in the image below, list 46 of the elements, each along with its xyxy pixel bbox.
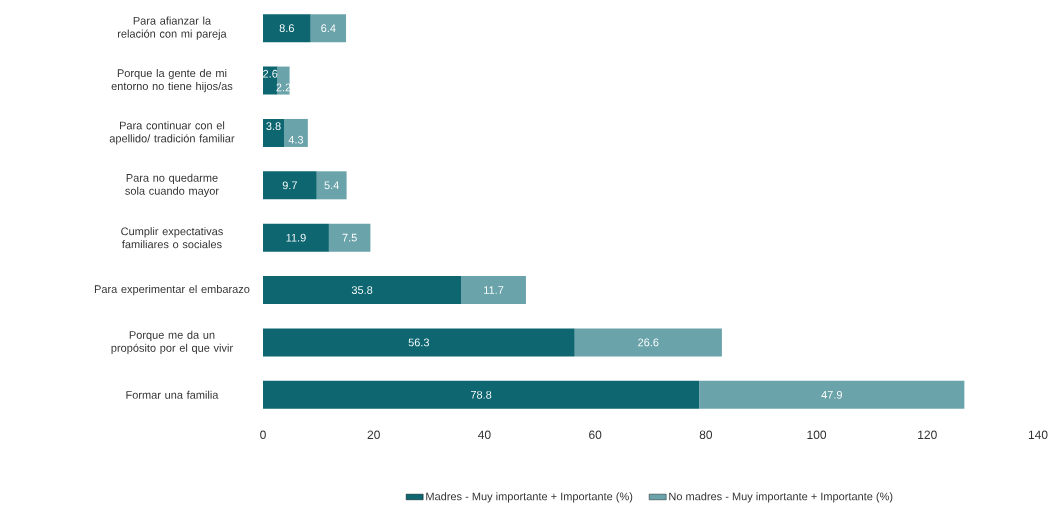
- bar: [316, 171, 347, 200]
- y-tick-label: Para afianzar la relación con mi pareja: [117, 16, 227, 40]
- y-tick-label: Formar una familia: [126, 390, 219, 399]
- data-label: 47.9: [821, 390, 842, 399]
- x-tick-label: 120: [918, 430, 937, 440]
- data-label: 26.6: [638, 338, 659, 347]
- bar: [461, 276, 526, 305]
- bar: [263, 276, 462, 305]
- legend-label: No madres - Muy importante + Importante (%): [669, 492, 893, 503]
- bar: [263, 328, 575, 357]
- data-label: 5.4: [324, 181, 339, 190]
- x-tick-label: 20: [367, 430, 380, 440]
- y-tick-label: Cumplir expectativas familiares o sociales: [121, 227, 223, 249]
- data-label: 8.6: [279, 24, 294, 33]
- y-tick-label: Porque me da un propósito por el que vivir: [111, 330, 233, 355]
- data-label: 35.8: [351, 286, 373, 294]
- data-label: 3.8: [266, 122, 281, 131]
- legend-label: Madres - Muy importante + Importante (%): [426, 492, 633, 503]
- x-tick-label: 60: [589, 430, 602, 440]
- bar: [328, 223, 371, 252]
- x-tick-label: 0: [260, 430, 266, 440]
- data-label: 56.3: [408, 338, 430, 347]
- x-tick-label: 140: [1028, 430, 1048, 440]
- bar: [574, 328, 722, 357]
- bar: [263, 223, 329, 252]
- bar: [263, 14, 311, 43]
- data-label: 78.8: [470, 390, 492, 399]
- bar: [263, 171, 317, 200]
- y-tick-label: Para no quedarme sola cuando mayor: [125, 173, 219, 197]
- data-label: 11.9: [286, 233, 306, 242]
- data-label: 2.6: [263, 69, 278, 78]
- y-tick-label: Para experimentar el embarazo: [94, 284, 250, 296]
- x-tick-label: 80: [699, 430, 713, 440]
- y-tick-label: Porque la gente de mi entorno no tiene hijos/as: [111, 68, 233, 93]
- y-tick-label: Para continuar con el apellido/ tradición familiar: [109, 121, 235, 145]
- data-label: 6.4: [321, 24, 336, 33]
- bar: [284, 118, 308, 147]
- x-tick-label: 40: [478, 430, 491, 440]
- data-label: 9.7: [282, 181, 297, 190]
- data-label: 4.3: [288, 135, 304, 144]
- bar: [699, 380, 965, 409]
- data-label: 11.7: [484, 286, 504, 294]
- x-tick-label: 100: [807, 430, 827, 440]
- bar: [310, 14, 347, 43]
- data-label: 7.5: [342, 233, 357, 242]
- bar: [263, 380, 700, 409]
